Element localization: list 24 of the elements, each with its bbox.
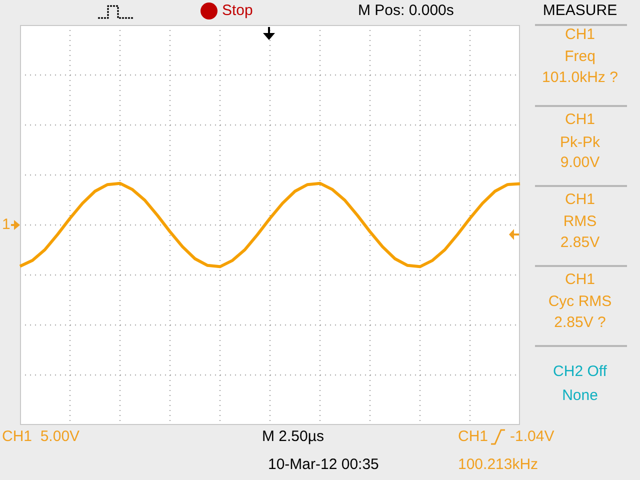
text: RMS (563, 213, 597, 231)
text: -1.04V (510, 428, 554, 446)
text: M Pos: 0.000s (358, 2, 454, 20)
text: CH1 5.00V (2, 428, 80, 446)
text: CH1 (458, 428, 488, 446)
text: CH2 Off (553, 363, 607, 381)
text: Stop (222, 2, 253, 20)
text: 2.85V (560, 234, 600, 252)
text: 10-Mar-12 00:35 (268, 456, 379, 474)
text: M 2.50µs (262, 428, 324, 446)
text: 2.85V ? (554, 314, 606, 332)
text: 101.0kHz ? (542, 69, 618, 87)
text: Cyc RMS (548, 293, 612, 311)
text: CH1 (564, 191, 596, 209)
text: None (562, 387, 598, 405)
text: CH1 (564, 26, 596, 44)
text: CH1 (564, 271, 596, 289)
text: Pk-Pk (560, 134, 600, 152)
text: Freq (564, 48, 596, 66)
text: 1 (2, 216, 10, 234)
text: 9.00V (560, 154, 600, 172)
text: 100.213kHz (458, 456, 538, 474)
text: MEASURE (542, 2, 618, 20)
text: CH1 (564, 111, 596, 129)
